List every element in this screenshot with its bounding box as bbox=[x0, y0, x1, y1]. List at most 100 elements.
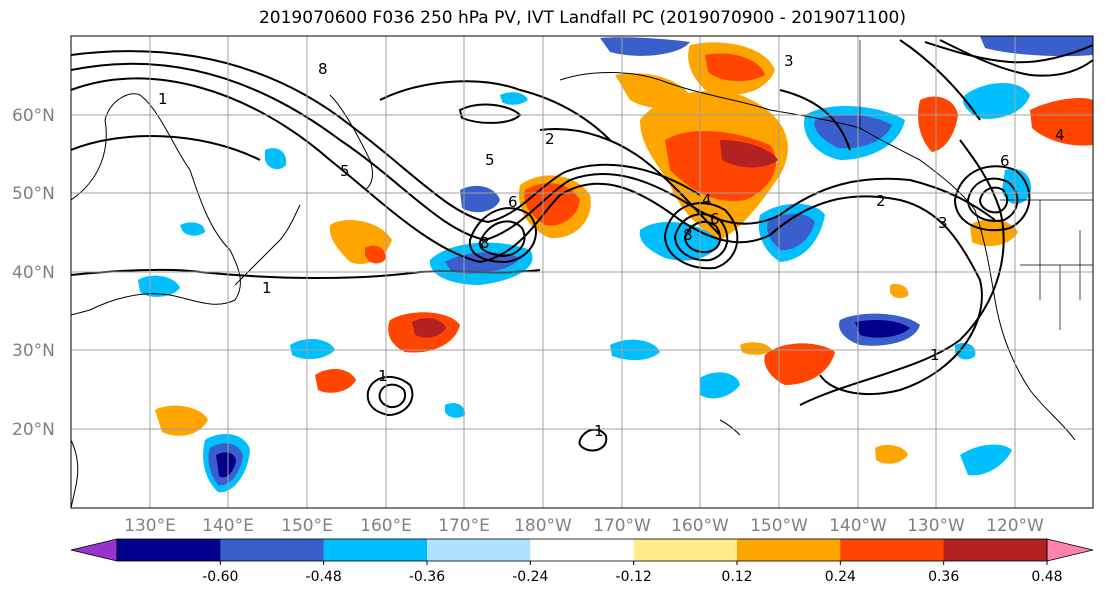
colorbar: -0.60 -0.48 -0.36 -0.24 -0.12 0.12 0.24 0.36 0.4… bbox=[70, 538, 1094, 585]
warm-anomaly bbox=[315, 368, 356, 393]
lat-labels: 60°N 50°N 40°N 30°N 20°N bbox=[12, 106, 55, 440]
warm-anomaly bbox=[615, 73, 690, 108]
colorbar-tick-label: -0.48 bbox=[306, 569, 342, 585]
warm-anomaly bbox=[1030, 98, 1093, 146]
pv-contour bbox=[379, 80, 611, 141]
contour-label: 6 bbox=[508, 193, 518, 211]
colorbar-tick-label: -0.60 bbox=[202, 569, 238, 585]
contour-label: 3 bbox=[784, 52, 794, 70]
colorbar-bin bbox=[427, 539, 531, 561]
gridlines bbox=[71, 36, 1093, 508]
colorbar-bin bbox=[117, 539, 221, 561]
colorbar-tick-label: -0.24 bbox=[512, 569, 548, 585]
colorbar-bin bbox=[737, 539, 841, 561]
lon-label: 160°W bbox=[671, 516, 729, 536]
pv-contour bbox=[663, 202, 739, 270]
coastline-hawaii bbox=[719, 419, 741, 436]
colorbar-bin bbox=[943, 539, 1048, 561]
coastline-kamchatka bbox=[329, 94, 373, 191]
pv-contour bbox=[478, 220, 526, 258]
warm-anomaly bbox=[155, 405, 208, 436]
colorbar-bin bbox=[323, 539, 428, 561]
colorbar-bin bbox=[220, 539, 325, 561]
contour-label: 5 bbox=[340, 162, 350, 180]
contour-label: 4 bbox=[702, 191, 712, 209]
pv-contour bbox=[378, 383, 406, 409]
contour-label: 2 bbox=[545, 130, 555, 148]
contour-label: 1 bbox=[594, 422, 604, 440]
pv-contour bbox=[468, 207, 537, 264]
colorbar-bin bbox=[840, 539, 945, 561]
pv-contour bbox=[939, 39, 1093, 77]
warm-anomaly bbox=[918, 96, 958, 152]
cold-anomaly bbox=[445, 403, 466, 418]
contour-label: 4 bbox=[1055, 126, 1065, 144]
cold-anomaly bbox=[980, 36, 1093, 57]
lat-label: 50°N bbox=[12, 184, 55, 204]
cold-anomaly bbox=[963, 82, 1030, 119]
lon-label: 150°W bbox=[750, 516, 808, 536]
contour-label: 1 bbox=[262, 279, 272, 297]
lon-label: 140°E bbox=[202, 516, 254, 536]
cold-anomaly bbox=[500, 92, 528, 105]
lon-label: 120°W bbox=[986, 516, 1044, 536]
cold-anomaly bbox=[460, 185, 500, 213]
lat-label: 30°N bbox=[12, 341, 55, 361]
colorbar-extend-high bbox=[1046, 538, 1094, 562]
lon-label: 130°W bbox=[907, 516, 965, 536]
warm-anomaly bbox=[970, 219, 1018, 247]
warm-anomaly bbox=[720, 140, 778, 168]
warm-anomaly bbox=[412, 318, 446, 338]
cold-anomaly bbox=[216, 452, 236, 478]
lon-label: 140°W bbox=[829, 516, 887, 536]
cold-anomaly bbox=[960, 444, 1012, 476]
lat-label: 20°N bbox=[12, 420, 55, 440]
colorbar-tick-label: 0.36 bbox=[928, 569, 959, 585]
colorbar-tick-label: 0.24 bbox=[825, 569, 856, 585]
warm-anomaly bbox=[705, 53, 765, 82]
coastline-asia bbox=[71, 93, 241, 316]
coastline-na bbox=[859, 127, 1076, 441]
pv-contour bbox=[71, 50, 701, 224]
pv-contour bbox=[966, 177, 1019, 222]
shaded-pc-field bbox=[138, 36, 1093, 493]
pv-contour bbox=[71, 135, 261, 161]
map-title: 2019070600 F036 250 hPa PV, IVT Landfall… bbox=[258, 8, 906, 28]
lon-label: 130°E bbox=[124, 516, 176, 536]
contour-label: 6 bbox=[710, 210, 720, 228]
contour-label: 8 bbox=[318, 60, 328, 78]
coastline-alaska bbox=[559, 72, 861, 129]
warm-anomaly bbox=[875, 444, 908, 464]
cold-anomaly bbox=[955, 343, 976, 360]
colorbar-bin bbox=[633, 539, 738, 561]
cold-anomaly bbox=[700, 372, 740, 399]
cold-anomaly bbox=[180, 222, 205, 236]
cold-anomaly bbox=[855, 320, 910, 338]
colorbar-tick-label: 0.48 bbox=[1031, 569, 1062, 585]
contour-label: 1 bbox=[158, 90, 168, 108]
contour-label: 8 bbox=[683, 226, 693, 244]
warm-anomaly bbox=[764, 343, 835, 385]
lat-label: 60°N bbox=[12, 106, 55, 126]
pv-contour bbox=[683, 221, 722, 254]
contour-label: 1 bbox=[930, 346, 940, 364]
contour-label: 1 bbox=[378, 367, 388, 385]
cold-anomaly bbox=[138, 275, 180, 297]
colorbar-tick-label: 0.12 bbox=[721, 569, 752, 585]
contour-label: 5 bbox=[485, 151, 495, 169]
colorbar-tick-label: -0.12 bbox=[616, 569, 652, 585]
contour-label: 3 bbox=[938, 214, 948, 232]
colorbar-bin bbox=[530, 539, 635, 561]
lon-label: 180°W bbox=[514, 516, 572, 536]
pv-contour bbox=[779, 89, 851, 151]
cold-anomaly bbox=[814, 114, 892, 149]
political-borders bbox=[859, 40, 1093, 330]
map-border bbox=[70, 35, 1094, 509]
pv-contour bbox=[71, 62, 996, 242]
pv-contour bbox=[673, 213, 729, 262]
lon-label: 150°E bbox=[281, 516, 333, 536]
contour-label: 2 bbox=[876, 192, 886, 210]
contour-label: 6 bbox=[1000, 152, 1010, 170]
colorbar-extend-low bbox=[70, 538, 118, 562]
